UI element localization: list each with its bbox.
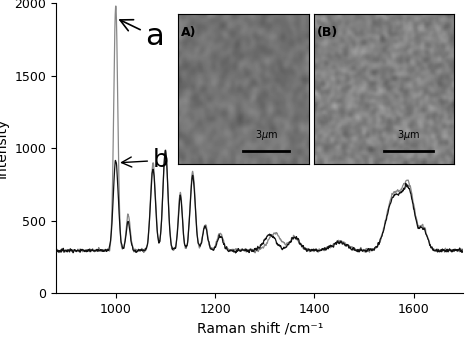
Y-axis label: Intensity: Intensity bbox=[0, 118, 9, 178]
Text: a: a bbox=[120, 20, 164, 51]
Text: (B): (B) bbox=[317, 26, 338, 40]
Text: 3$\mu$m: 3$\mu$m bbox=[256, 128, 278, 142]
X-axis label: Raman shift /cm⁻¹: Raman shift /cm⁻¹ bbox=[197, 322, 323, 336]
Text: A): A) bbox=[181, 26, 197, 40]
Text: b: b bbox=[122, 148, 169, 172]
Text: 3$\mu$m: 3$\mu$m bbox=[397, 128, 421, 142]
